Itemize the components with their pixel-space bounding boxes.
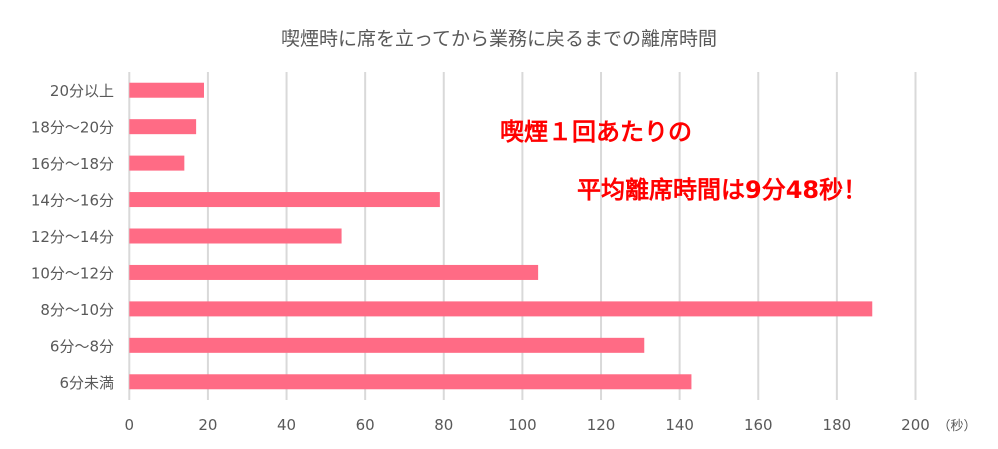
x-axis-unit-label: （秒）: [938, 419, 977, 434]
bar: [129, 82, 204, 98]
bar: [129, 374, 692, 390]
callout-line-1: 喫煙１回あたりの: [500, 118, 692, 146]
y-category-label: 14分～16分: [31, 192, 114, 210]
y-category-label: 18分～20分: [31, 119, 114, 137]
bar: [129, 192, 440, 208]
x-tick-label: 180: [823, 416, 852, 434]
callout-line-2: 平均離席時間は9分48秒！: [577, 176, 868, 204]
bar: [129, 301, 873, 317]
bar: [129, 264, 539, 280]
bar: [129, 337, 645, 353]
y-category-label: 6分～8分: [50, 337, 114, 355]
bar: [129, 228, 342, 244]
x-tick-label: 200: [901, 416, 930, 434]
bar: [129, 119, 197, 135]
x-tick-label: 60: [356, 416, 375, 434]
y-category-label: 16分～18分: [31, 155, 114, 173]
bar: [129, 155, 185, 171]
x-tick-label: 0: [125, 416, 135, 434]
x-tick-label: 140: [665, 416, 694, 434]
x-tick-label: 80: [434, 416, 453, 434]
x-tick-label: 40: [277, 416, 296, 434]
x-tick-label: 100: [508, 416, 537, 434]
y-category-label: 20分以上: [50, 82, 114, 100]
y-category-label: 6分未満: [59, 374, 114, 392]
y-category-label: 8分～10分: [40, 301, 114, 319]
x-tick-label: 20: [198, 416, 217, 434]
x-tick-label: 160: [744, 416, 773, 434]
y-category-label: 12分～14分: [31, 228, 114, 246]
y-category-label: 10分～12分: [31, 264, 114, 282]
x-tick-label: 120: [587, 416, 616, 434]
chart-title: 喫煙時に席を立ってから業務に戻るまでの離席時間: [280, 28, 718, 50]
